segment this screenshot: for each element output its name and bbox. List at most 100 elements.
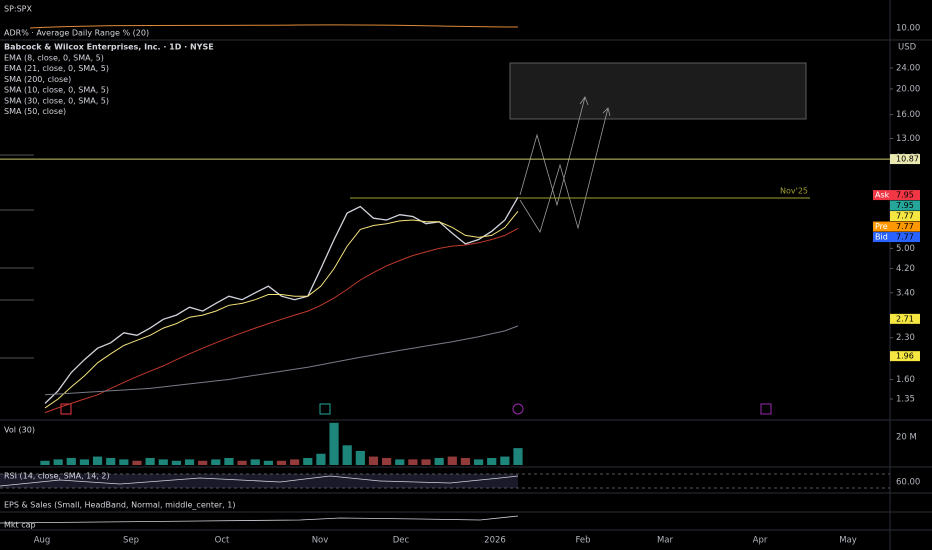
symbol: SP:SPX [4,5,33,14]
volume-bar [263,460,273,465]
volume-bar [329,422,339,465]
volume-bar [368,456,379,465]
price-tag [890,313,920,324]
price-tag-label: 7.95 [896,201,914,210]
volume-bar [250,459,260,465]
indicator-label: SMA (200, close) [4,75,71,84]
ma-line [44,227,519,414]
target-box [509,62,807,120]
volume-bar [316,453,326,465]
y-tick-label: 1.35 [896,395,915,405]
volume-bar [66,457,76,465]
currency: USD [898,43,917,53]
price-tag [890,154,920,165]
volume-bar [79,459,90,465]
y-tick-label: 4.20 [896,264,915,274]
left-scale-marks [0,154,34,359]
volume-bar [290,459,300,465]
volume-title: Vol (30) [4,426,35,435]
x-label: Apr [753,536,768,546]
price-tag-label: 2.71 [896,314,914,323]
volume-bar [132,460,142,465]
volume-bar [513,448,523,465]
price-tag [890,211,920,222]
indicator-label: SMA (50, close) [4,107,66,116]
y-tick-label: 13.00 [896,134,920,144]
volume-bar [303,457,313,465]
adr-title: ADR% · Average Daily Range % (20) [4,29,149,38]
volume-bar [211,459,221,465]
x-label: Oct [215,536,230,546]
volume-bar [447,456,457,465]
eps-title: EPS & Sales (Small, HeadBand, Normal, mi… [4,501,235,510]
volume-bar [184,459,195,465]
volume-bar [158,459,168,465]
volume-bar [224,457,234,465]
volume-bar [382,457,392,465]
rsi-title: RSI (14, close, SMA, 14, 2) [4,472,110,481]
x-label: Nov [312,536,329,546]
price-tag-label: 7.77 [896,212,914,221]
x-label: Aug [34,536,51,546]
volume-bar [106,457,116,465]
y-tick-label: 5.00 [896,244,915,254]
price-tag-label: 7.77 [896,233,914,242]
volume-bar [237,460,247,465]
price-tag [873,190,920,201]
forecast-paths [519,96,611,233]
adr-line [29,24,519,29]
price-tag [890,200,920,211]
indicator-label: SMA (10, close, 0, SMA, 5) [4,86,109,95]
volume-bar [198,460,208,465]
volume-bar [487,457,497,465]
volume-bar [473,459,484,465]
x-label: May [839,536,857,546]
y-tick-label: 16.00 [896,110,920,120]
mktcap-line [0,515,519,524]
price-tag-kind: Ask [875,191,890,200]
volume-bar [119,459,129,465]
volume-bar [40,460,50,465]
price-tag-label: 7.77 [896,222,914,231]
volume-bar [53,459,63,465]
x-label: Mar [657,536,674,546]
volume-bar [355,450,365,465]
indicator-label: EMA (21, close, 0, SMA, 5) [4,64,109,73]
ma-line [44,325,519,396]
y-tick-label: 3.40 [896,288,915,298]
price-tag [873,221,920,232]
indicator-label: SMA (30, close, 0, SMA, 5) [4,96,109,105]
ma-line [44,210,519,409]
volume-bar [395,459,405,465]
chart-title: Babcock & Wilcox Enterprises, Inc. · 1D … [4,43,214,52]
volume-tick: 20 M [896,432,917,442]
level-label: Nov'25 [780,186,808,195]
y-tick-label: 24.00 [896,63,920,73]
y-tick-label: 20.00 [896,84,920,94]
price-tag [890,351,920,362]
volume-bar [145,457,155,465]
adr-tick: 10.00 [896,24,920,34]
mktcap-title: Mkt cap [4,521,36,530]
x-label: Dec [393,536,410,546]
volume-bar [276,460,287,465]
volume-bar [421,459,431,465]
x-label: Sep [123,536,139,546]
price-tag-kind: Bid [875,233,888,242]
x-label: Feb [575,536,590,546]
price-tag-label: 1.96 [896,352,914,361]
volume-bar [460,457,471,465]
y-tick-label: 1.60 [896,375,915,385]
rsi-tick: 60.00 [896,478,920,488]
volume-bar [500,456,510,465]
volume-bar [408,459,418,465]
price-tag-label: 10.87 [896,155,919,164]
volume-bar [92,456,103,465]
volume-bar [171,460,181,465]
volume-bar [434,457,444,465]
rsi-line [0,475,519,487]
y-tick-label: 2.30 [896,333,915,343]
volume-bar [342,445,352,465]
